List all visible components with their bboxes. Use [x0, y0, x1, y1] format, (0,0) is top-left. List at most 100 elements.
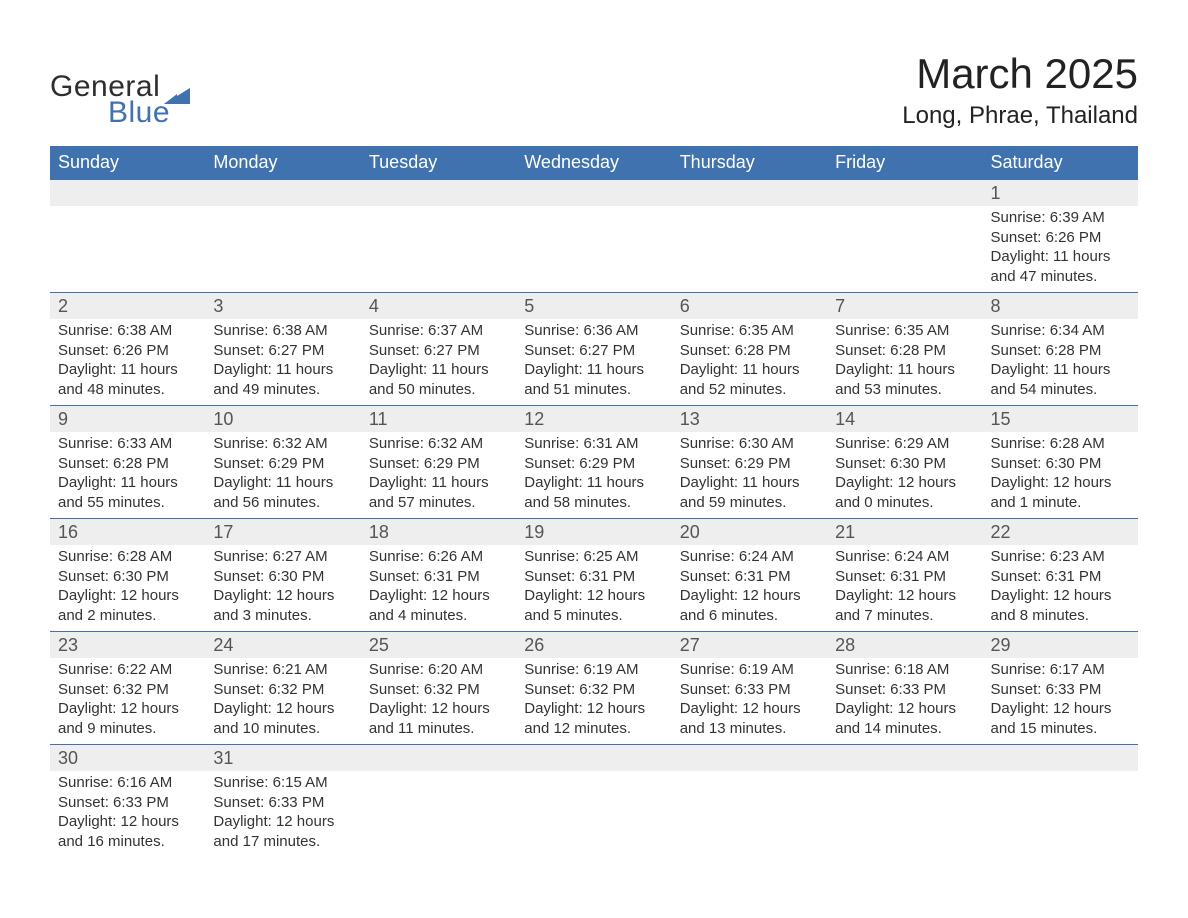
day-detail-cell: Sunrise: 6:38 AMSunset: 6:27 PMDaylight:…: [205, 319, 360, 406]
day-day1-text: Daylight: 11 hours: [680, 360, 819, 380]
day-detail-cell: Sunrise: 6:15 AMSunset: 6:33 PMDaylight:…: [205, 771, 360, 857]
day-number-cell: 17: [205, 519, 360, 546]
day-day2-text: and 7 minutes.: [835, 606, 974, 626]
day-day2-text: and 56 minutes.: [213, 493, 352, 513]
day-sunrise-text: Sunrise: 6:25 AM: [524, 547, 663, 567]
day-number-cell: 24: [205, 632, 360, 659]
day-sunset-text: Sunset: 6:30 PM: [213, 567, 352, 587]
titles: March 2025 Long, Phrae, Thailand: [902, 40, 1138, 140]
day-day1-text: Daylight: 11 hours: [991, 360, 1130, 380]
day-day1-text: Daylight: 12 hours: [835, 699, 974, 719]
day-detail-cell: Sunrise: 6:30 AMSunset: 6:29 PMDaylight:…: [672, 432, 827, 519]
day-detail-cell: Sunrise: 6:16 AMSunset: 6:33 PMDaylight:…: [50, 771, 205, 857]
day-day2-text: and 5 minutes.: [524, 606, 663, 626]
day-number-cell: 9: [50, 406, 205, 433]
day-sunset-text: Sunset: 6:30 PM: [991, 454, 1130, 474]
day-detail-cell: [827, 771, 982, 857]
day-day2-text: and 0 minutes.: [835, 493, 974, 513]
day-sunrise-text: Sunrise: 6:16 AM: [58, 773, 197, 793]
location-title: Long, Phrae, Thailand: [902, 102, 1138, 130]
day-number-cell: 26: [516, 632, 671, 659]
day-number-cell: 29: [983, 632, 1138, 659]
day-sunrise-text: Sunrise: 6:24 AM: [680, 547, 819, 567]
day-detail-cell: Sunrise: 6:20 AMSunset: 6:32 PMDaylight:…: [361, 658, 516, 745]
day-sunrise-text: Sunrise: 6:27 AM: [213, 547, 352, 567]
day-day1-text: Daylight: 11 hours: [835, 360, 974, 380]
day-day1-text: Daylight: 12 hours: [680, 699, 819, 719]
day-detail-cell: Sunrise: 6:17 AMSunset: 6:33 PMDaylight:…: [983, 658, 1138, 745]
weekday-header: Wednesday: [516, 146, 671, 180]
day-day2-text: and 47 minutes.: [991, 267, 1130, 287]
day-number-cell: 12: [516, 406, 671, 433]
day-number-cell: 16: [50, 519, 205, 546]
day-day1-text: Daylight: 12 hours: [213, 699, 352, 719]
day-number-cell: 15: [983, 406, 1138, 433]
day-day1-text: Daylight: 12 hours: [991, 473, 1130, 493]
day-number-cell: 31: [205, 745, 360, 772]
day-detail-cell: [827, 206, 982, 293]
day-day2-text: and 50 minutes.: [369, 380, 508, 400]
day-sunrise-text: Sunrise: 6:21 AM: [213, 660, 352, 680]
weekday-header: Saturday: [983, 146, 1138, 180]
day-number-cell: 18: [361, 519, 516, 546]
day-day2-text: and 14 minutes.: [835, 719, 974, 739]
day-detail-cell: Sunrise: 6:35 AMSunset: 6:28 PMDaylight:…: [827, 319, 982, 406]
day-sunset-text: Sunset: 6:33 PM: [835, 680, 974, 700]
day-sunrise-text: Sunrise: 6:31 AM: [524, 434, 663, 454]
day-detail-cell: Sunrise: 6:33 AMSunset: 6:28 PMDaylight:…: [50, 432, 205, 519]
day-day2-text: and 15 minutes.: [991, 719, 1130, 739]
brand-logo: General Blue: [50, 70, 190, 130]
week-detail-row: Sunrise: 6:39 AMSunset: 6:26 PMDaylight:…: [50, 206, 1138, 293]
day-sunset-text: Sunset: 6:32 PM: [524, 680, 663, 700]
day-day1-text: Daylight: 12 hours: [213, 586, 352, 606]
day-detail-cell: [516, 771, 671, 857]
day-sunset-text: Sunset: 6:32 PM: [58, 680, 197, 700]
week-daynum-row: 3031: [50, 745, 1138, 772]
day-day2-text: and 3 minutes.: [213, 606, 352, 626]
day-day1-text: Daylight: 12 hours: [58, 699, 197, 719]
day-detail-cell: [672, 771, 827, 857]
day-detail-cell: [361, 771, 516, 857]
day-detail-cell: Sunrise: 6:25 AMSunset: 6:31 PMDaylight:…: [516, 545, 671, 632]
day-day1-text: Daylight: 12 hours: [524, 586, 663, 606]
day-number-cell: 27: [672, 632, 827, 659]
day-sunrise-text: Sunrise: 6:38 AM: [58, 321, 197, 341]
day-number-cell: [516, 180, 671, 207]
day-day2-text: and 49 minutes.: [213, 380, 352, 400]
weekday-header-row: Sunday Monday Tuesday Wednesday Thursday…: [50, 146, 1138, 180]
day-sunrise-text: Sunrise: 6:29 AM: [835, 434, 974, 454]
day-sunset-text: Sunset: 6:31 PM: [835, 567, 974, 587]
day-sunset-text: Sunset: 6:30 PM: [58, 567, 197, 587]
day-number-cell: 1: [983, 180, 1138, 207]
weekday-header: Friday: [827, 146, 982, 180]
day-sunset-text: Sunset: 6:29 PM: [680, 454, 819, 474]
day-day1-text: Daylight: 11 hours: [213, 473, 352, 493]
day-sunrise-text: Sunrise: 6:17 AM: [991, 660, 1130, 680]
day-sunset-text: Sunset: 6:28 PM: [991, 341, 1130, 361]
day-sunrise-text: Sunrise: 6:39 AM: [991, 208, 1130, 228]
day-day2-text: and 58 minutes.: [524, 493, 663, 513]
day-number-cell: 8: [983, 293, 1138, 320]
day-number-cell: [672, 180, 827, 207]
day-number-cell: [516, 745, 671, 772]
day-day1-text: Daylight: 12 hours: [58, 586, 197, 606]
header: General Blue March 2025 Long, Phrae, Tha…: [50, 40, 1138, 140]
day-sunset-text: Sunset: 6:31 PM: [369, 567, 508, 587]
day-number-cell: [205, 180, 360, 207]
day-number-cell: [672, 745, 827, 772]
day-number-cell: 22: [983, 519, 1138, 546]
day-detail-cell: Sunrise: 6:31 AMSunset: 6:29 PMDaylight:…: [516, 432, 671, 519]
day-number-cell: 25: [361, 632, 516, 659]
day-number-cell: 11: [361, 406, 516, 433]
day-day1-text: Daylight: 11 hours: [58, 360, 197, 380]
day-detail-cell: Sunrise: 6:24 AMSunset: 6:31 PMDaylight:…: [827, 545, 982, 632]
week-daynum-row: 16171819202122: [50, 519, 1138, 546]
day-sunrise-text: Sunrise: 6:33 AM: [58, 434, 197, 454]
day-day1-text: Daylight: 12 hours: [991, 699, 1130, 719]
week-detail-row: Sunrise: 6:28 AMSunset: 6:30 PMDaylight:…: [50, 545, 1138, 632]
week-daynum-row: 23242526272829: [50, 632, 1138, 659]
day-sunset-text: Sunset: 6:33 PM: [213, 793, 352, 813]
day-detail-cell: Sunrise: 6:34 AMSunset: 6:28 PMDaylight:…: [983, 319, 1138, 406]
day-day2-text: and 59 minutes.: [680, 493, 819, 513]
day-day2-text: and 4 minutes.: [369, 606, 508, 626]
